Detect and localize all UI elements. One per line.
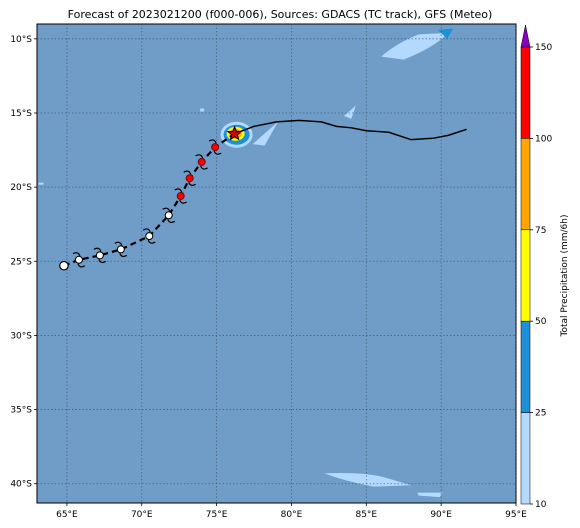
cyclone-center-dot [164,211,173,220]
cyclone-arc-top [162,207,171,212]
cyclone-center-dot [74,255,83,264]
lon-tick-label: 95°E [505,510,527,520]
colorbar-tick-label: 25 [535,409,546,419]
cyclone-symbol [114,241,128,258]
cyclone-arc-bottom [188,181,196,186]
cyclone-symbol [208,139,222,155]
lon-tick-label: 70°E [131,510,153,520]
cyclone-arc-bottom [200,165,208,170]
lat-tick-label: 35°S [10,406,32,416]
current-position-star-icon [226,125,243,141]
cyclone-arc-top [114,241,123,246]
precip-dot [200,108,205,112]
cyclone-center-dot [185,174,194,183]
colorbar: 150 100 75 50 25 10 Total Precipitation (mm/6h… [520,24,570,510]
cyclone-arc-bottom [77,263,86,268]
cyclone-center-dot [211,143,220,152]
lon-tick-label: 90°E [430,510,452,520]
lon-tick-label: 65°E [56,510,78,520]
precip-patch-north [381,32,449,60]
cyclone-arc-top [93,247,102,252]
colorbar-segment [520,229,531,322]
cyclone-symbol [174,188,188,204]
cyclone-arc-bottom [179,199,188,204]
cyclone-arc-bottom [147,239,156,244]
colorbar-segment [520,138,531,231]
track-start-marker [59,260,69,271]
axis-labels: 65°E 70°E 75°E 80°E 85°E 90°E 95°E 10°S 15°S 20°S… [10,35,527,520]
cyclone-arc-bottom [119,253,128,258]
lon-tick-label: 80°E [281,510,303,520]
colorbar-extend-arrow [520,24,531,48]
colorbar-segment [520,412,531,505]
cyclone-arc-bottom [213,150,222,155]
precip-patch-small [343,105,356,119]
precip-patch-south [324,473,412,487]
colorbar-tick-label: 75 [535,226,546,236]
colorbar-title: Total Precipitation (mm/6h) [560,214,570,337]
colorbar-segment [520,320,531,413]
lat-tick-label: 20°S [10,183,32,193]
colorbar-tick-label: 100 [535,134,552,144]
lat-tick-label: 10°S [10,35,32,45]
colorbar-segment [520,46,531,139]
precip-patch-east [252,121,278,146]
map-title: Forecast of 2023021200 (f000-006), Sourc… [67,8,493,21]
lon-tick-label: 75°E [206,510,228,520]
cyclone-center-dot [176,192,185,201]
cyclone-arc-bottom [98,259,107,264]
cyclone-arc-bottom [167,219,176,224]
grid-layer [37,24,516,503]
precip-patch-north-core [438,28,454,39]
cyclone-symbol [195,154,208,170]
cyclone-arc-top [195,154,204,159]
forecast-track-line [234,119,467,141]
cyclone-track-layer [59,119,467,271]
cyclone-arc-top [72,252,81,257]
cyclone-arc-top [142,228,151,233]
precip-patch-south-small [417,492,443,498]
past-track-line [63,132,236,267]
ocean-background [37,24,516,503]
lat-tick-label: 25°S [10,257,32,267]
colorbar-tick-label: 10 [535,500,547,510]
cyclone-symbol [183,170,196,186]
lon-tick-label: 85°E [355,510,377,520]
precip-dot-west [38,182,44,185]
cyclone-symbol [142,228,156,244]
cyclone-arc-top [208,139,217,144]
cyclone-center-dot [95,251,104,260]
cyclone-arc-top [183,170,192,175]
lat-tick-label: 30°S [10,331,32,341]
cyclone-symbol [162,207,176,224]
colorbar-tick-label: 50 [535,317,547,327]
cyclone-symbol [93,247,107,264]
cyclone-center-dot [197,157,206,166]
lat-tick-label: 15°S [10,109,32,119]
cyclone-arc-top [174,188,183,193]
cyclone-symbol [72,252,86,268]
colorbar-tick-label: 150 [535,43,552,53]
map-frame [36,23,517,504]
cyclone-center-dot [116,245,125,254]
lat-tick-label: 40°S [10,480,32,490]
cyclone-center-dot [145,232,154,241]
